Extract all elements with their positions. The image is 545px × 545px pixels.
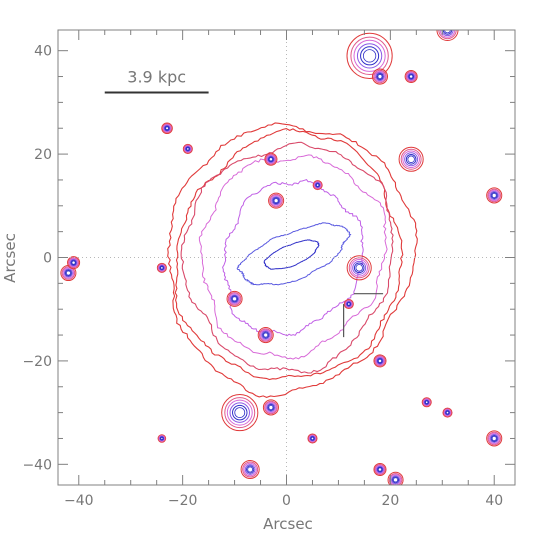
point-source: [262, 399, 279, 416]
point-source: [343, 299, 354, 310]
point-source: [421, 397, 432, 408]
point-source: [442, 407, 453, 418]
point-source: [373, 354, 387, 368]
x-tick-label: −40: [64, 493, 94, 509]
point-source: [264, 152, 278, 166]
x-tick-label: 0: [282, 493, 291, 509]
axis-ticks: −40 −20 0 20 40 −40 −20 0 20 40: [22, 30, 515, 509]
target-marker: [343, 293, 384, 338]
point-source: [221, 394, 259, 432]
point-source: [307, 433, 318, 444]
scale-bar-label: 3.9 kpc: [127, 68, 186, 87]
point-source: [486, 430, 503, 447]
point-source: [182, 143, 193, 154]
point-source: [312, 180, 323, 191]
point-source: [67, 256, 81, 270]
point-source: [257, 327, 274, 344]
y-axis-title: Arcsec: [1, 233, 19, 283]
scale-bar: 3.9 kpc: [104, 68, 209, 94]
isophote-level-7: [263, 239, 320, 270]
isophote-level-1: [167, 122, 418, 398]
y-tick-label: −40: [22, 457, 52, 473]
x-axis-title: Arcsec: [263, 515, 313, 533]
isophote-level-2: [174, 128, 404, 381]
point-sources: [60, 30, 503, 485]
point-source: [240, 459, 260, 480]
point-source: [404, 70, 418, 84]
point-source: [157, 434, 167, 443]
point-source: [346, 32, 393, 79]
x-tick-label: 20: [381, 493, 399, 509]
isophote-level-6: [236, 222, 352, 286]
point-source: [371, 68, 389, 85]
zero-gridlines: [58, 30, 515, 485]
point-source: [373, 462, 387, 477]
y-tick-label: 40: [34, 44, 52, 60]
x-tick-label: −20: [168, 493, 198, 509]
x-tick-label: 40: [485, 493, 503, 509]
y-tick-label: −20: [22, 354, 52, 370]
point-source: [226, 290, 243, 307]
isophote-contours: [167, 122, 418, 398]
isophote-level-3: [180, 141, 394, 374]
isophote-level-5: [222, 179, 364, 337]
point-source: [346, 255, 372, 281]
point-source: [268, 192, 285, 209]
y-tick-label: 0: [43, 251, 52, 267]
point-source: [486, 187, 503, 204]
y-tick-label: 20: [34, 147, 52, 163]
point-source: [398, 146, 424, 172]
isophote-level-4: [198, 154, 388, 360]
point-source: [161, 122, 173, 135]
point-source: [156, 262, 167, 273]
